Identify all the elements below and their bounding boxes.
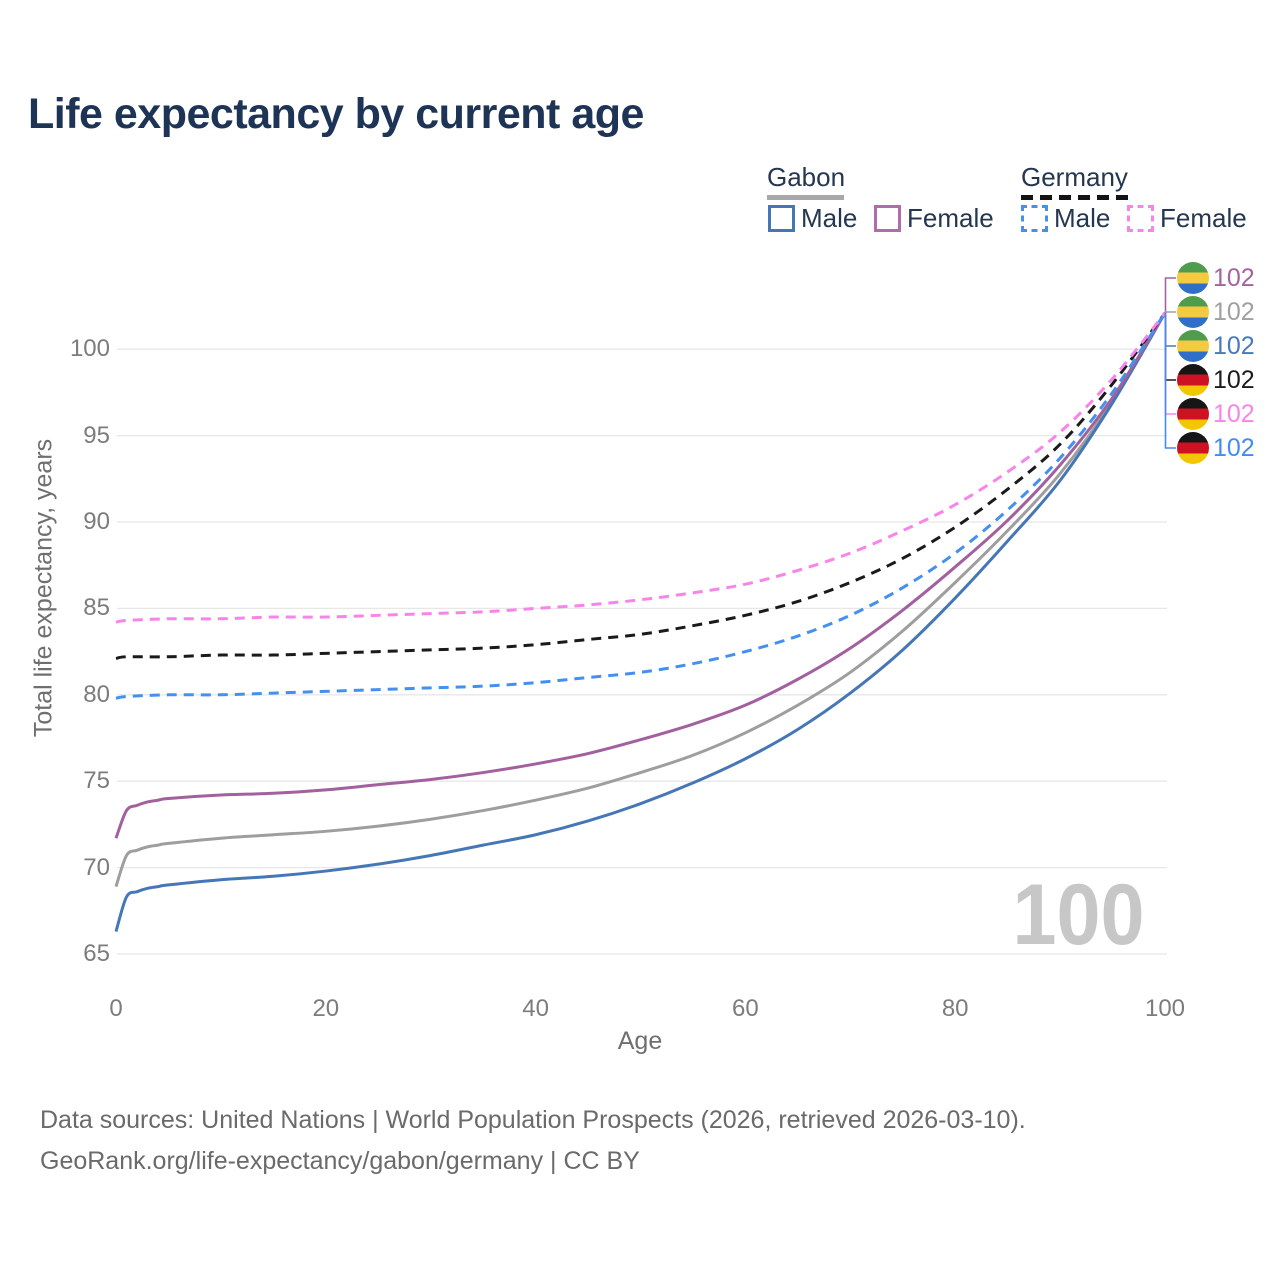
y-tick-label: 75 xyxy=(83,767,110,795)
germany-flag-icon xyxy=(1177,432,1209,464)
legend-germany-header: Germany xyxy=(1021,162,1128,192)
legend-germany-line-sample xyxy=(1021,195,1128,200)
leader-line-2 xyxy=(1164,312,1176,347)
end-value-label: 102 xyxy=(1213,400,1255,428)
series-line-gabon-male xyxy=(114,312,1167,932)
y-tick-label: 85 xyxy=(83,594,110,622)
gabon-flag-icon xyxy=(1177,330,1209,362)
y-tick-label: 100 xyxy=(69,335,110,363)
legend-label-germany-female[interactable]: Female xyxy=(1160,203,1247,233)
germany-flag-icon xyxy=(1177,398,1209,430)
end-value-label: 102 xyxy=(1213,298,1255,326)
end-value-label: 102 xyxy=(1213,434,1255,462)
series-line-germany-both xyxy=(115,312,1167,660)
leader-line-5 xyxy=(1164,312,1176,449)
y-tick-label: 65 xyxy=(83,940,110,967)
legend-label-germany-male[interactable]: Male xyxy=(1054,203,1111,233)
legend-gabon-line-sample xyxy=(767,195,844,200)
legend-swatch-germany-male[interactable] xyxy=(1021,205,1048,232)
legend-label-gabon-male[interactable]: Male xyxy=(801,203,858,233)
x-tick-label: 60 xyxy=(732,995,759,1022)
x-tick-label: 0 xyxy=(109,995,123,1022)
leader-line-0 xyxy=(1164,277,1176,313)
footer-attribution[interactable]: GeoRank.org/life-expectancy/gabon/german… xyxy=(40,1147,640,1175)
legend-swatch-gabon-female[interactable] xyxy=(874,205,901,232)
end-value-label: 102 xyxy=(1213,366,1255,394)
x-tick-label: 20 xyxy=(312,995,340,1022)
x-tick-label: 80 xyxy=(941,995,969,1022)
y-tick-label: 80 xyxy=(83,680,110,708)
gabon-flag-icon xyxy=(1177,262,1209,294)
footer-data-sources: Data sources: United Nations | World Pop… xyxy=(40,1106,1026,1134)
gabon-flag-icon xyxy=(1177,296,1209,328)
x-tick-label: 40 xyxy=(522,995,549,1022)
series-line-germany-male xyxy=(115,312,1167,700)
series-line-germany-female xyxy=(115,311,1167,624)
legend-label-gabon-female[interactable]: Female xyxy=(907,203,994,233)
germany-flag-icon xyxy=(1177,364,1209,396)
age-counter-watermark: 100 xyxy=(1011,867,1144,963)
y-tick-label: 70 xyxy=(83,853,110,881)
legend-swatch-gabon-male[interactable] xyxy=(768,205,795,232)
legend-gabon-header: Gabon xyxy=(767,162,846,192)
x-axis-title: Age xyxy=(617,1027,663,1055)
y-tick-label: 95 xyxy=(83,421,110,449)
leader-line-1 xyxy=(1164,311,1176,313)
y-tick-label: 90 xyxy=(83,508,110,535)
end-value-label: 102 xyxy=(1213,332,1255,360)
page-title: Life expectancy by current age xyxy=(28,90,644,138)
end-value-label: 102 xyxy=(1213,264,1255,292)
legend-swatch-germany-female[interactable] xyxy=(1127,205,1154,232)
series-line-gabon-female xyxy=(114,312,1167,839)
leader-line-4 xyxy=(1164,312,1176,415)
x-tick-label: 100 xyxy=(1144,995,1186,1022)
series-line-gabon-both xyxy=(114,312,1167,888)
